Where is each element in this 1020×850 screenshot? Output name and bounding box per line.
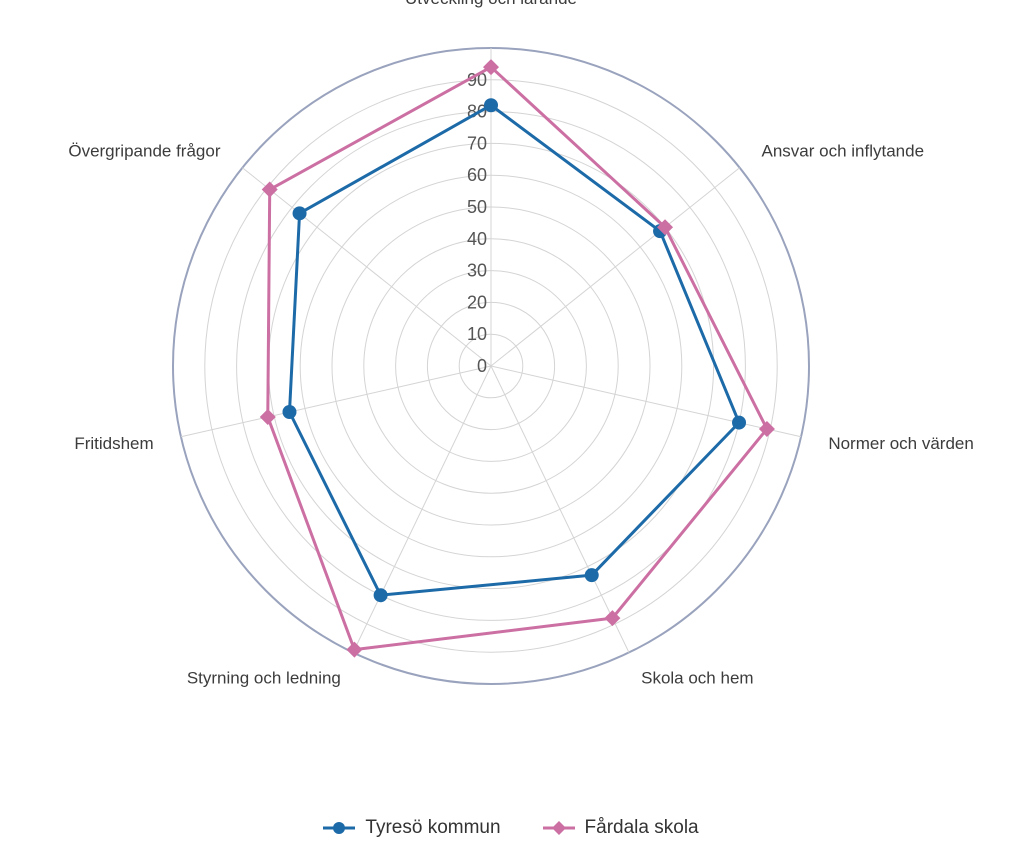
- category-label: Skola och hem: [641, 669, 753, 688]
- legend-label: Fårdala skola: [584, 817, 699, 838]
- grid-spoke: [490, 167, 740, 367]
- grid-spoke: [180, 365, 492, 438]
- tick-label: 10: [467, 324, 487, 344]
- tick-label: 0: [477, 356, 487, 376]
- data-point[interactable]: [259, 408, 276, 425]
- grid-spoke: [490, 365, 630, 653]
- series-line: [266, 65, 769, 652]
- tick-label: 40: [467, 229, 487, 249]
- category-label: Ansvar och inflytande: [762, 141, 925, 160]
- grid-spoke: [242, 167, 492, 367]
- tick-label: 30: [467, 261, 487, 281]
- series-line: [287, 103, 741, 597]
- data-point[interactable]: [484, 98, 498, 113]
- category-labels: Utveckling och lärande Ansvar och inflyta…: [68, 0, 973, 688]
- data-point[interactable]: [732, 415, 747, 430]
- tick-label: 90: [467, 70, 487, 90]
- legend-item-series-1[interactable]: Tyresö kommun: [321, 817, 501, 839]
- category-label: Styrning och ledning: [187, 669, 341, 688]
- series-layer: [259, 59, 775, 658]
- series-tyresö-kommun: [282, 98, 747, 603]
- category-label: Fritidshem: [74, 434, 153, 453]
- legend-item-series-2[interactable]: Fårdala skola: [541, 817, 699, 839]
- data-point[interactable]: [483, 59, 499, 76]
- data-point[interactable]: [282, 404, 297, 419]
- grid-spoke: [352, 365, 492, 653]
- series-fårdala-skola: [259, 59, 775, 658]
- tick-label: 20: [467, 292, 487, 312]
- data-point[interactable]: [261, 181, 278, 198]
- legend-marker-circle-icon: [323, 822, 356, 834]
- legend-marker-diamond-icon: [542, 821, 575, 835]
- category-label: Övergripande frågor: [68, 141, 220, 160]
- legend: Tyresö kommun Fårdala skola: [0, 810, 1020, 846]
- data-point[interactable]: [604, 610, 621, 627]
- data-point[interactable]: [758, 420, 775, 437]
- data-point[interactable]: [292, 206, 307, 221]
- category-label: Utveckling och lärande: [405, 0, 577, 8]
- tick-label: 50: [467, 197, 487, 217]
- category-label: Normer och värden: [828, 434, 974, 453]
- data-point[interactable]: [584, 568, 599, 583]
- grid-spoke: [490, 365, 802, 438]
- tick-label: 60: [467, 165, 487, 185]
- data-point[interactable]: [373, 588, 388, 603]
- data-point[interactable]: [346, 641, 363, 658]
- data-point[interactable]: [657, 219, 674, 236]
- legend-label: Tyresö kommun: [365, 817, 501, 838]
- tick-label: 70: [467, 133, 487, 153]
